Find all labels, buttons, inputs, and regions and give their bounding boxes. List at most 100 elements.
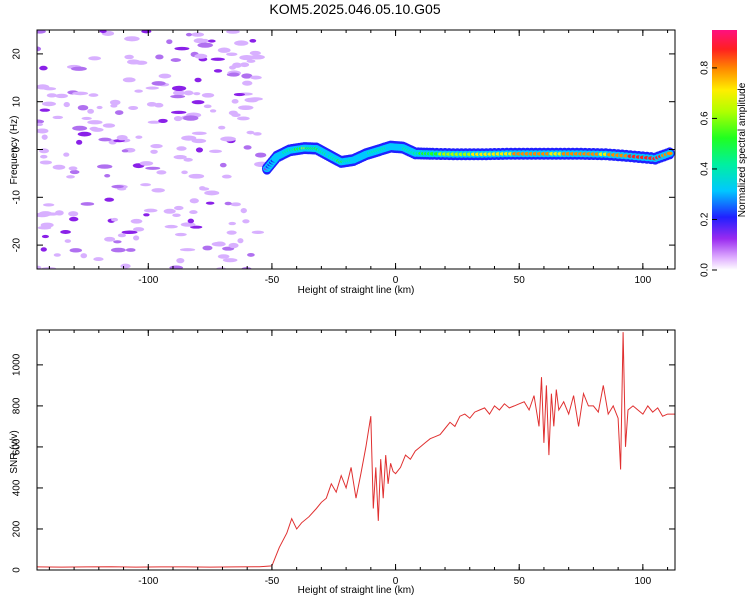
noise-blob — [43, 87, 57, 91]
noise-blob — [70, 66, 87, 71]
y-tick-label: 200 — [12, 520, 23, 537]
noise-blob — [37, 128, 49, 134]
noise-blob — [141, 30, 152, 34]
snr-x-ticks: -100 -50 0 50 100 — [48, 330, 669, 587]
noise-blob — [190, 225, 203, 229]
noise-blob — [111, 217, 119, 222]
x-tick-label: 50 — [514, 576, 526, 587]
colorbar: 0.0 0.2 0.4 0.6 0.8 Normalized spectral ampl… — [700, 30, 748, 277]
noise-blob — [188, 173, 205, 179]
snr-y-label: SNR (v/v) — [9, 430, 20, 473]
noise-blob — [39, 160, 52, 165]
noise-blob — [210, 57, 225, 61]
noise-blob — [124, 36, 140, 42]
noise-blob — [194, 53, 208, 59]
noise-blob — [173, 155, 187, 160]
y-tick-label: 400 — [12, 479, 23, 496]
y-tick-label: -10 — [12, 190, 23, 205]
noise-blob — [113, 240, 122, 244]
colorbar-ticks: 0.0 0.2 0.4 0.6 0.8 — [700, 61, 717, 277]
noise-blob — [55, 93, 68, 99]
noise-blob — [249, 38, 257, 43]
noise-blob — [40, 247, 47, 252]
colorbar-tick-label: 0.6 — [700, 111, 711, 125]
noise-blob — [97, 164, 113, 169]
noise-blob — [66, 175, 75, 179]
noise-blob — [80, 202, 95, 206]
noise-blob — [90, 127, 104, 132]
noise-blob — [42, 203, 55, 207]
noise-blob — [170, 58, 182, 62]
noise-blob — [247, 252, 255, 257]
noise-blob — [251, 230, 265, 234]
y-tick-label: 600 — [12, 438, 23, 455]
noise-blob — [63, 102, 70, 108]
y-tick-label: 0 — [12, 146, 23, 152]
noise-blob — [191, 100, 205, 105]
noise-blob — [63, 152, 70, 157]
noise-blob — [253, 132, 262, 136]
noise-blob — [122, 77, 136, 83]
noise-blob — [231, 99, 239, 104]
noise-blob — [174, 232, 187, 237]
noise-blob — [173, 90, 185, 96]
noise-blob — [52, 115, 64, 120]
noise-blob — [104, 173, 111, 178]
noise-blob — [233, 92, 245, 97]
noise-blob — [166, 39, 173, 45]
colorbar-tick-label: 0.0 — [700, 263, 711, 277]
noise-blob — [121, 149, 129, 153]
noise-blob — [244, 97, 259, 103]
noise-blob — [250, 75, 262, 80]
noise-blob — [204, 190, 220, 196]
x-tick-label: -100 — [138, 576, 158, 587]
y-tick-label: 10 — [12, 96, 23, 108]
noise-blob — [128, 105, 139, 110]
noise-blob — [228, 72, 240, 77]
noise-blob — [199, 186, 206, 190]
x-tick-label: 0 — [393, 275, 399, 286]
noise-blob — [37, 265, 42, 269]
noise-blob — [133, 227, 145, 232]
spectrogram-x-ticks: -100 -50 0 50 100 — [48, 30, 669, 286]
colorbar-tick-label: 0.2 — [700, 212, 711, 226]
noise-blob — [38, 211, 53, 217]
noise-blob — [195, 147, 204, 153]
snr-panel: -100 -50 0 50 100 0 200 400 600 800 1000 Height o… — [9, 329, 676, 596]
noise-blob — [42, 101, 56, 107]
noise-blob — [37, 46, 42, 52]
noise-blob — [151, 81, 166, 86]
chart-title: KOM5.2025.046.05.10.G05 — [269, 1, 440, 17]
noise-blob — [155, 54, 164, 60]
noise-blob — [164, 224, 178, 229]
noise-blob — [255, 152, 267, 158]
noise-blob — [237, 116, 250, 121]
noise-blob — [154, 102, 164, 108]
noise-blob — [143, 213, 150, 217]
noise-blob — [234, 40, 249, 46]
noise-blob — [239, 62, 250, 68]
x-tick-label: -50 — [265, 576, 280, 587]
noise-blob — [40, 154, 48, 159]
noise-blob — [201, 92, 215, 98]
noise-blob — [151, 188, 165, 193]
noise-blob — [133, 235, 140, 241]
noise-blob — [130, 218, 143, 224]
noise-blob — [222, 258, 238, 263]
spectrogram-ridge — [261, 140, 675, 175]
noise-blob — [224, 201, 232, 206]
noise-blob — [249, 54, 265, 60]
spectrogram-noise — [37, 30, 270, 269]
noise-blob — [53, 253, 61, 257]
noise-blob — [88, 56, 102, 61]
y-tick-label: 800 — [12, 397, 23, 414]
spectrogram-x-label: Height of straight line (km) — [298, 285, 415, 296]
noise-blob — [219, 162, 227, 168]
noise-blob — [98, 137, 112, 142]
noise-blob — [191, 32, 205, 37]
noise-blob — [102, 123, 116, 128]
noise-blob — [117, 233, 126, 238]
noise-blob — [246, 59, 256, 63]
noise-blob — [228, 221, 237, 226]
noise-blob — [39, 65, 48, 71]
